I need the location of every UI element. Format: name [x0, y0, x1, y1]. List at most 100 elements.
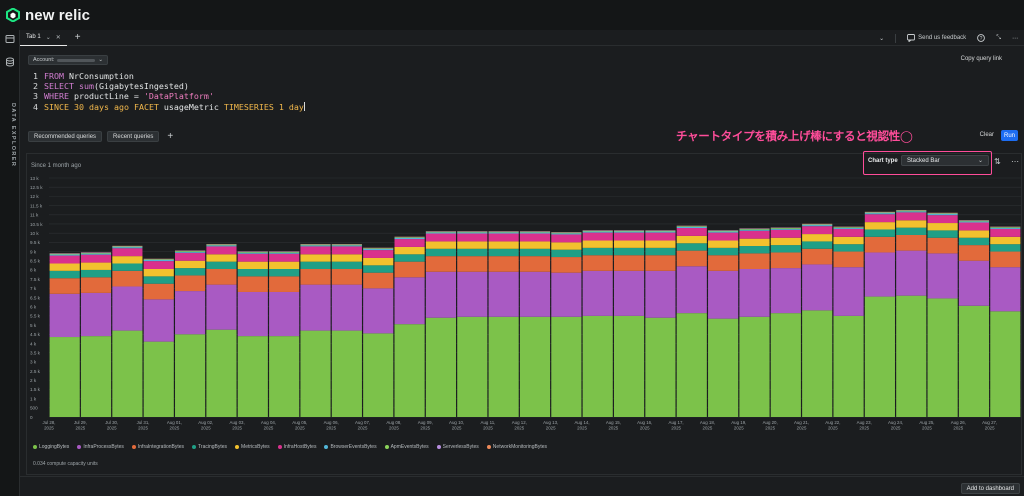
panel-icon[interactable] — [5, 34, 15, 44]
x-tick-label: Aug 10, 2025 — [449, 420, 464, 431]
bar-segment-TracingBytes — [551, 249, 582, 258]
bar-segment-ApmEventsBytes — [80, 252, 112, 254]
close-icon[interactable]: ✕ — [55, 34, 61, 41]
bar-segment-MetricsBytes — [331, 254, 362, 262]
bar-segment-BrowserEventsBytes — [206, 245, 237, 247]
legend-item[interactable]: InfraHostBytes — [277, 444, 316, 450]
bar-segment-InfraProcessBytes — [739, 269, 770, 317]
bar-segment-InfraIntegrationBytes — [551, 257, 582, 273]
legend-item[interactable]: InfraIntegrationBytes — [131, 444, 184, 450]
minimize-icon[interactable]: ⤡ — [996, 34, 1001, 41]
copy-query-link-button[interactable]: Copy query link — [960, 56, 1002, 62]
legend-item[interactable]: LoggingBytes — [33, 444, 69, 450]
bar-segment-InfraIntegrationBytes — [770, 252, 801, 269]
bar-segment-BrowserEventsBytes — [896, 211, 927, 213]
legend-item[interactable]: ServerlessBytes — [436, 444, 479, 450]
legend-item[interactable]: ApmEventsBytes — [384, 444, 429, 450]
bar-segment-TracingBytes — [457, 248, 488, 257]
bar-segment-BrowserEventsBytes — [80, 253, 112, 255]
legend-label: NetworkMonitoringBytes — [492, 444, 547, 450]
bar-segment-InfraIntegrationBytes — [488, 256, 519, 272]
bar-segment-MetricsBytes — [739, 238, 770, 247]
more-icon[interactable]: ⋯ — [1012, 35, 1018, 42]
legend-item[interactable]: NetworkMonitoringBytes — [486, 444, 547, 450]
y-tick-label: 5 k — [30, 323, 37, 328]
y-tick-label: 6.5 k — [30, 295, 41, 300]
bar-segment-BrowserEventsBytes — [519, 232, 551, 234]
bar-segment-InfraHostBytes — [551, 234, 582, 243]
bar-segment-LoggingBytes — [739, 316, 770, 417]
bar-segment-InfraHostBytes — [990, 228, 1021, 237]
bar-segment-LoggingBytes — [770, 313, 801, 417]
bar-segment-BrowserEventsBytes — [739, 229, 770, 231]
bar-segment-InfraHostBytes — [896, 212, 927, 221]
database-icon[interactable] — [5, 57, 15, 67]
bar-segment-InfraProcessBytes — [49, 293, 80, 338]
y-tick-label: 1 k — [30, 396, 37, 401]
annotation-text: チャートタイプを積み上げ棒にすると視認性◯ — [676, 131, 913, 143]
help-icon[interactable]: ? — [977, 34, 986, 42]
nrql-editor[interactable]: 1 FROM NrConsumption 2 SELECT sum(Gigabytes… — [28, 71, 305, 112]
add-tab-button[interactable]: + — [74, 32, 81, 43]
bar-segment-InfraIntegrationBytes — [519, 256, 551, 272]
clear-button[interactable]: Clear — [979, 132, 994, 138]
bar-segment-ApmEventsBytes — [206, 244, 237, 246]
bar-segment-InfraProcessBytes — [645, 270, 676, 318]
since-label: Since 1 month ago — [31, 163, 82, 169]
add-query-button[interactable]: + — [167, 131, 174, 142]
chart-type-select[interactable]: Stacked Bar ⌄ — [901, 155, 989, 166]
account-selector[interactable]: Account: ⌄ — [28, 55, 109, 65]
run-button[interactable]: Run — [1001, 130, 1018, 141]
feedback-button[interactable]: Send us feedback — [907, 34, 966, 42]
x-tick-label: Aug 02, 2025 — [198, 420, 213, 431]
bar-segment-TracingBytes — [394, 254, 425, 262]
bar-segment-InfraHostBytes — [958, 222, 990, 231]
bar-segment-LoggingBytes — [49, 337, 80, 417]
chevron-down-icon[interactable]: ⌄ — [45, 34, 51, 41]
bar-segment-InfraHostBytes — [394, 239, 425, 247]
bar-segment-InfraHostBytes — [519, 233, 551, 242]
bar-segment-ApmEventsBytes — [49, 253, 80, 255]
bar-segment-ApmEventsBytes — [645, 230, 676, 232]
bar-segment-LoggingBytes — [237, 336, 268, 417]
recent-queries-button[interactable]: Recent queries — [107, 131, 160, 142]
bar-segment-InfraIntegrationBytes — [394, 261, 425, 278]
new-relic-logo-icon[interactable] — [6, 8, 20, 22]
bar-segment-InfraProcessBytes — [833, 267, 864, 316]
x-tick-label: Aug 03, 2025 — [230, 420, 245, 431]
bar-segment-LoggingBytes — [519, 316, 551, 417]
bar-segment-InfraHostBytes — [833, 228, 864, 237]
bar-segment-MetricsBytes — [363, 257, 394, 266]
code-line: 2 SELECT sum(GigabytesIngested) — [28, 81, 305, 91]
bar-segment-InfraHostBytes — [80, 254, 112, 263]
collapse-chevron-icon[interactable]: ⌄ — [879, 35, 885, 42]
recommended-queries-button[interactable]: Recommended queries — [28, 131, 103, 142]
x-tick-label: Aug 24, 2025 — [888, 420, 903, 431]
bar-segment-LoggingBytes — [269, 336, 300, 417]
bar-segment-TracingBytes — [300, 261, 331, 270]
bar-segment-BrowserEventsBytes — [770, 228, 801, 230]
add-to-dashboard-button[interactable]: Add to dashboard — [960, 483, 1020, 494]
chart-settings-icon[interactable]: ⇅ — [994, 157, 1001, 166]
bar-segment-InfraHostBytes — [676, 228, 707, 236]
x-tick-label: Aug 16, 2025 — [637, 420, 652, 431]
svg-text:?: ? — [980, 36, 983, 42]
bar-segment-BrowserEventsBytes — [488, 232, 519, 234]
bar-segment-ApmEventsBytes — [488, 231, 519, 233]
bar-segment-InfraIntegrationBytes — [802, 248, 833, 265]
legend-swatch — [324, 445, 329, 449]
bar-segment-LoggingBytes — [80, 336, 112, 417]
x-tick-label: Aug 20, 2025 — [763, 420, 778, 431]
more-icon[interactable]: ⋯ — [1011, 157, 1019, 166]
legend-item[interactable]: TracingBytes — [192, 444, 227, 450]
bar-segment-TracingBytes — [958, 237, 990, 246]
bar-segment-MetricsBytes — [551, 242, 582, 250]
bar-segment-ApmEventsBytes — [676, 226, 707, 227]
bar-segment-MetricsBytes — [802, 234, 833, 242]
legend-item[interactable]: BrowserEventsBytes — [324, 444, 377, 450]
bar-segment-LoggingBytes — [833, 315, 864, 417]
legend-label: MetricsBytes — [241, 444, 270, 450]
legend-item[interactable]: MetricsBytes — [235, 444, 270, 450]
tab-1[interactable]: Tab 1 ⌄ ✕ — [20, 30, 67, 46]
legend-item[interactable]: InfraProcessBytes — [77, 444, 124, 450]
